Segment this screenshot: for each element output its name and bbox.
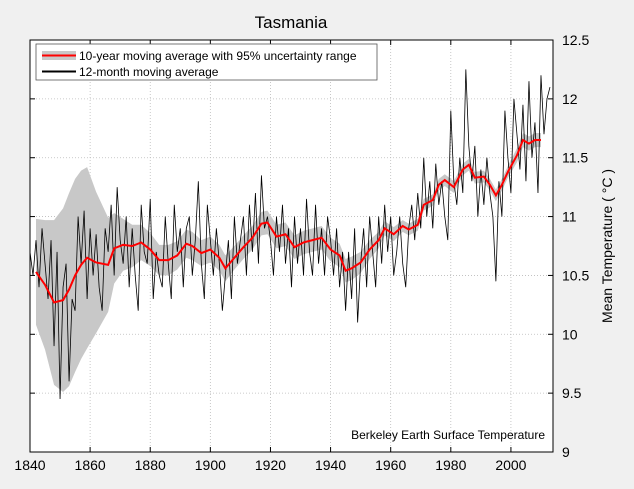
ten-year-layer <box>35 138 541 304</box>
x-tick-label: 1980 <box>435 457 466 473</box>
legend-box <box>35 43 378 81</box>
uncertainty-band-layer <box>36 132 541 392</box>
y-axis-label: Mean Temperature ( °C ) <box>599 169 615 323</box>
x-tick-label: 1900 <box>195 457 226 473</box>
legend-label-ten-year: 10-year moving average with 95% uncertai… <box>79 49 357 63</box>
x-tick-label: 1880 <box>135 457 166 473</box>
y-tick-label: 9 <box>562 444 570 460</box>
y-tick-label: 10.5 <box>562 267 589 283</box>
x-tick-label: 1960 <box>375 457 406 473</box>
y-tick-label: 11.5 <box>562 150 588 166</box>
uncertainty-band <box>36 132 541 392</box>
legend: 10-year moving average with 95% uncertai… <box>35 43 378 81</box>
y-tick-label: 10 <box>562 326 578 342</box>
x-tick-label: 1920 <box>255 457 286 473</box>
chart-title: Tasmania <box>255 13 328 32</box>
ten-year-line <box>35 138 541 304</box>
x-tick-label: 1840 <box>14 457 45 473</box>
y-tick-label: 12 <box>562 91 578 107</box>
twelve-month-line <box>29 69 551 400</box>
axis-ticks: 1840 1860 1880 1900 1920 1940 1960 1980 2000 9 9.5… <box>14 32 589 473</box>
source-annotation: Berkeley Earth Surface Temperature <box>351 428 545 442</box>
y-tick-label: 11 <box>562 209 577 225</box>
y-tick-label: 12.5 <box>562 32 589 48</box>
x-tick-label: 2000 <box>495 457 526 473</box>
x-tick-label: 1940 <box>315 457 346 473</box>
twelve-month-layer <box>29 69 551 400</box>
plot-frame <box>29 39 554 453</box>
legend-label-twelve-month: 12-month moving average <box>79 65 219 79</box>
y-tick-label: 9.5 <box>562 385 582 401</box>
x-tick-label: 1860 <box>75 457 106 473</box>
